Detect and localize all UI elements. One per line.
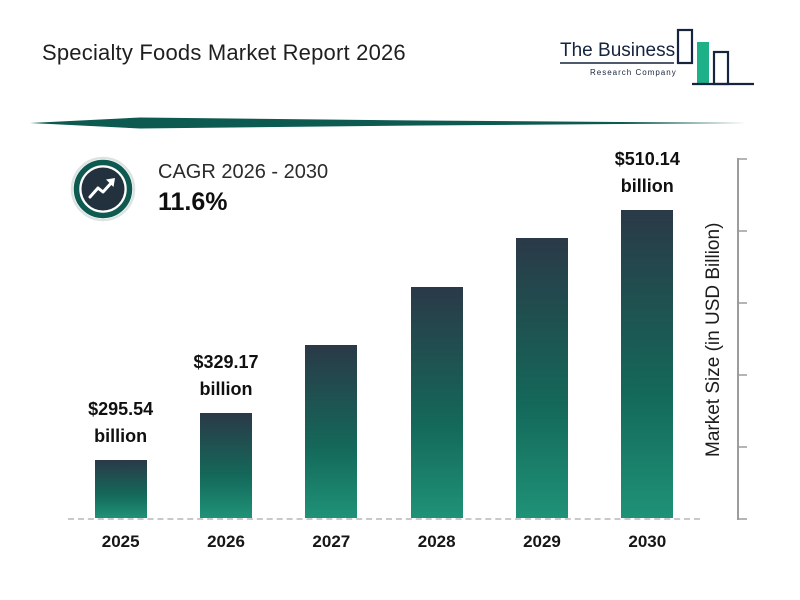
y-axis-line xyxy=(737,158,739,520)
bar-column-2027 xyxy=(279,345,384,518)
cagr-block: CAGR 2026 - 2030 11.6% xyxy=(70,156,328,222)
bar-column-2026: $329.17 billion xyxy=(173,349,278,518)
cagr-label: CAGR 2026 - 2030 xyxy=(158,161,329,183)
bar-column-2030: $510.14 billion xyxy=(595,146,700,518)
company-logo: The Business Research Company xyxy=(560,28,754,86)
bar-columns: $295.54 billion $329.17 billion $510.14 billi… xyxy=(68,149,700,520)
y-axis-title: Market Size (in USD Billion) xyxy=(703,222,724,458)
bar-2026 xyxy=(199,413,252,518)
x-tick-label-2028: 2028 xyxy=(417,532,456,551)
x-tick-label-2026: 2026 xyxy=(207,532,245,551)
y-axis-tick xyxy=(739,446,747,448)
bar-2030 xyxy=(621,210,674,518)
bar-column-2025: $295.54 billion xyxy=(68,396,173,518)
bar-2028 xyxy=(410,287,463,518)
x-tick-label-2027: 2027 xyxy=(312,532,351,551)
bar-2027 xyxy=(305,345,358,518)
bar-value-label-2026: $329.17 billion xyxy=(193,352,259,399)
x-tick-label-2030: 2030 xyxy=(628,532,667,551)
y-axis-tick xyxy=(739,518,747,520)
cagr-text: CAGR 2026 - 2030 11.6% xyxy=(158,161,328,217)
logo-text-line1: The Business xyxy=(560,40,675,61)
y-axis-tick xyxy=(739,302,747,304)
bar-2029 xyxy=(515,238,568,518)
bar-value-label-2030: $510.14 billion xyxy=(614,149,680,196)
divider-line xyxy=(30,117,746,129)
cagr-value: 11.6% xyxy=(158,188,228,216)
x-tick-label-2025: 2025 xyxy=(101,532,140,551)
bar-column-2028 xyxy=(384,287,489,518)
x-tick-label-2029: 2029 xyxy=(523,532,561,551)
year-labels: 2025 2026 2027 2028 2029 2030 xyxy=(68,532,700,552)
y-axis-tick xyxy=(739,230,747,232)
y-axis-tick xyxy=(739,158,747,160)
logo-bars-icon xyxy=(676,28,754,86)
y-axis-tick xyxy=(739,374,747,376)
page-title: Specialty Foods Market Report 2026 xyxy=(42,40,406,65)
bar-2025 xyxy=(94,460,147,518)
bar-column-2029 xyxy=(489,238,594,518)
growth-arrow-icon xyxy=(70,156,136,222)
bar-value-label-2025: $295.54 billion xyxy=(88,399,154,446)
logo-text-line2: Research Company xyxy=(590,68,677,77)
